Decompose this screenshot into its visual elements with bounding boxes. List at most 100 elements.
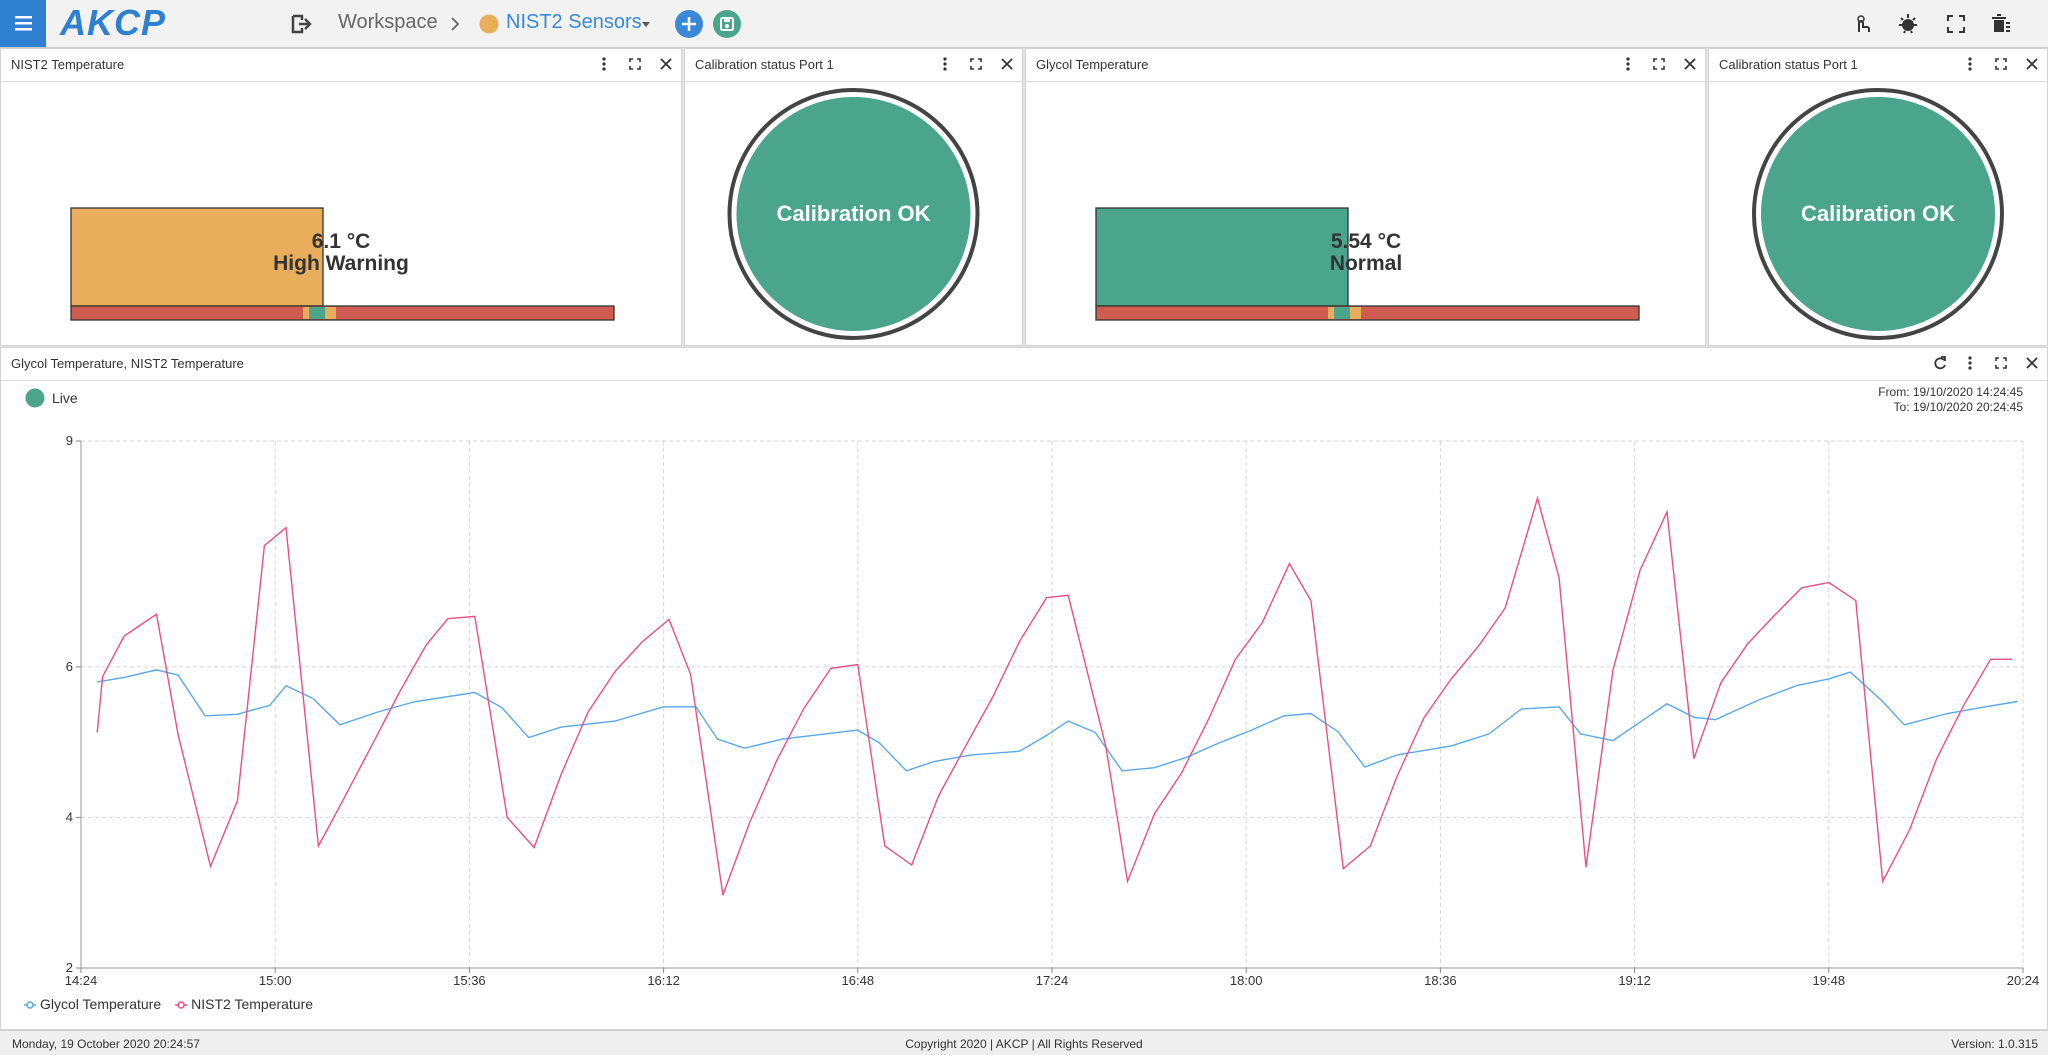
gauge-band-normal: [1334, 307, 1350, 319]
widget-body: Calibration OK: [1752, 88, 2004, 340]
save-button[interactable]: [712, 9, 742, 39]
widget-header: Calibration status Port 1: [685, 49, 1022, 82]
gauge-status: High Warning: [273, 252, 409, 275]
breadcrumb-workspace[interactable]: Workspace: [338, 11, 438, 33]
status-text: Calibration OK: [776, 201, 930, 226]
widget-header: Glycol Temperature: [1026, 49, 1705, 82]
status-dot: [479, 14, 499, 34]
widget-title: Glycol Temperature: [1036, 57, 1149, 72]
expand-icon[interactable]: [1992, 55, 2010, 73]
footer-datetime: Monday, 19 October 2020 20:24:57: [12, 1037, 200, 1051]
widget-title: NIST2 Temperature: [11, 57, 125, 72]
widget: Glycol Temperature 5.54 °C Normal: [1025, 48, 1706, 346]
x-tick-label: 15:36: [453, 973, 486, 988]
breadcrumb-separator: [451, 17, 460, 31]
x-tick-label: 19:48: [1813, 973, 1846, 988]
expand-icon[interactable]: [967, 55, 985, 73]
expand-icon[interactable]: [626, 55, 644, 73]
live-label: Live: [52, 390, 78, 406]
y-tick-label: 4: [66, 809, 73, 824]
delete-icon[interactable]: [1988, 12, 2012, 36]
y-tick-label: 6: [66, 659, 73, 674]
widget-icons: [1606, 55, 1699, 78]
gauge-scale: [1095, 305, 1640, 321]
y-tick-label: 9: [66, 433, 73, 448]
x-tick-label: 20:24: [2007, 973, 2040, 988]
range-to: To: 19/10/2020 20:24:45: [1894, 400, 2024, 414]
x-tick-label: 15:00: [259, 973, 292, 988]
graph-panel-icons: [1917, 354, 2041, 377]
x-tick-label: 19:12: [1618, 973, 1651, 988]
gauge-scale: [70, 305, 615, 321]
dots-icon[interactable]: [595, 55, 613, 73]
legend-marker: [177, 1001, 185, 1009]
chart: Live From: 19/10/2020 14:24:45 To: 19/10…: [24, 385, 2040, 1012]
footer-copyright: Copyright 2020 | AKCP | All Rights Reser…: [905, 1037, 1143, 1051]
dots-icon[interactable]: [1619, 55, 1637, 73]
gauge-fill: [70, 207, 324, 307]
logo[interactable]: AKCP: [60, 2, 167, 43]
touch-icon[interactable]: [1850, 12, 1874, 36]
widget-icons: [582, 55, 675, 78]
close-icon[interactable]: [1681, 55, 1699, 73]
close-icon[interactable]: [2023, 55, 2041, 73]
widget-header: Calibration status Port 1: [1709, 49, 2047, 82]
graph-panel-header: Glycol Temperature, NIST2 Temperature: [1, 348, 2047, 381]
x-tick-label: 16:48: [842, 973, 875, 988]
status-circle: [1761, 97, 1995, 331]
widget-icons: [1948, 55, 2041, 78]
dots-icon[interactable]: [1961, 55, 1979, 73]
series-line: [96, 495, 2013, 896]
series-line: [97, 669, 2018, 772]
widget: NIST2 Temperature 6.1 °C High Warning: [0, 48, 682, 346]
top-bar: AKCP Workspace NIST2 Sensors: [0, 0, 2048, 48]
refresh-icon[interactable]: [1930, 354, 1948, 372]
dots-icon[interactable]: [936, 55, 954, 73]
gauge-fill: [1095, 207, 1349, 307]
expand-icon[interactable]: [1992, 354, 2010, 372]
graph-panel-title: Glycol Temperature, NIST2 Temperature: [11, 356, 244, 371]
gauge-band-normal: [309, 307, 325, 319]
footer-version: Version: 1.0.315: [1951, 1037, 2038, 1051]
status-circle: [736, 97, 971, 331]
fullscreen-icon[interactable]: [1944, 12, 1968, 36]
widget: Calibration status Port 1 Calibration OK: [1708, 48, 2048, 346]
widget-title: Calibration status Port 1: [695, 57, 834, 72]
expand-icon[interactable]: [1650, 55, 1668, 73]
widget-title: Calibration status Port 1: [1719, 57, 1858, 72]
legend-label[interactable]: Glycol Temperature: [40, 996, 161, 1012]
close-icon[interactable]: [2023, 354, 2041, 372]
range-from: From: 19/10/2020 14:24:45: [1878, 385, 2023, 399]
status-text: Calibration OK: [1801, 201, 1955, 226]
legend-label[interactable]: NIST2 Temperature: [191, 996, 313, 1012]
gauge-reading: 6.1 °C: [312, 230, 371, 253]
menu-button[interactable]: [0, 0, 46, 47]
widget: Calibration status Port 1 Calibration OK: [684, 48, 1023, 346]
dropdown-caret[interactable]: [640, 18, 652, 30]
close-icon[interactable]: [657, 55, 675, 73]
x-tick-label: 16:12: [647, 973, 680, 988]
footer: Monday, 19 October 2020 20:24:57 Copyrig…: [0, 1030, 2048, 1055]
legend-marker: [26, 1001, 34, 1009]
gauge-status: Normal: [1330, 252, 1402, 275]
x-tick-label: 18:00: [1230, 973, 1263, 988]
x-tick-label: 17:24: [1036, 973, 1069, 988]
dots-icon[interactable]: [1961, 354, 1979, 372]
close-icon[interactable]: [998, 55, 1016, 73]
widget-header: NIST2 Temperature: [1, 49, 681, 82]
theme-icon[interactable]: [1895, 11, 1921, 37]
x-tick-label: 14:24: [65, 973, 98, 988]
x-tick-label: 18:36: [1424, 973, 1457, 988]
live-indicator: [25, 388, 45, 408]
breadcrumb-current[interactable]: NIST2 Sensors: [506, 11, 642, 33]
widget-icons: [923, 55, 1016, 78]
exit-icon[interactable]: [290, 12, 314, 36]
add-button[interactable]: [674, 9, 704, 39]
y-tick-label: 2: [66, 960, 73, 975]
menu-icon: [15, 16, 32, 31]
gauge-reading: 5.54 °C: [1331, 230, 1401, 253]
widget-body: Calibration OK: [727, 88, 980, 340]
